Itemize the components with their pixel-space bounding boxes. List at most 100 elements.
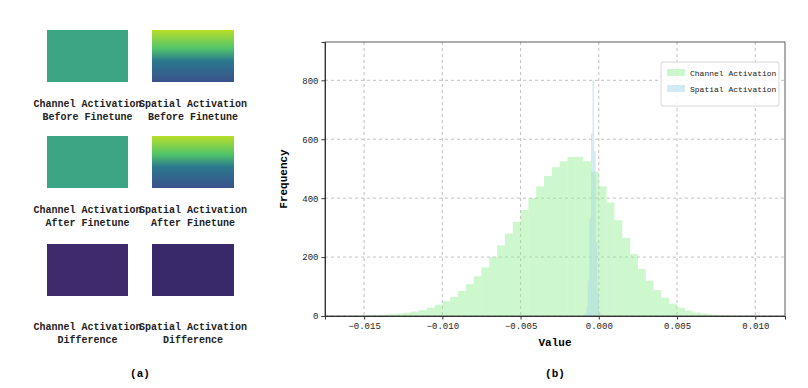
tick-mark [322,257,326,258]
image-tile [47,136,128,188]
histogram-bar [588,281,590,316]
histogram-bar [528,198,536,316]
histogram-bar [575,157,583,316]
tick-mark [599,316,600,320]
image-caption: After Finetune [45,218,129,229]
histogram-bar [599,312,601,316]
tick-mark [322,316,326,317]
histogram-bar [597,292,599,316]
image-caption: After Finetune [151,218,235,229]
legend: Channel Activation Spatial Activation [661,62,779,106]
panel-label: (a) [130,368,150,380]
histogram-bar [583,161,591,316]
image-caption: Before Finetune [42,112,132,123]
grid-line [364,42,365,316]
image-tile [152,30,234,82]
x-tick: 0.010 [742,316,769,332]
axis-line [326,317,786,320]
image-caption: Channel Activation [33,99,141,110]
x-tick: 0.000 [586,316,613,332]
histogram-bar [435,305,443,316]
x-tick: −0.005 [505,316,537,332]
histogram-bar [403,313,411,316]
histogram-bar [521,210,529,316]
image-tile [152,244,234,296]
legend-swatch [667,69,685,76]
tick-label: 0.000 [586,322,613,332]
legend-label: Channel Activation [690,69,777,78]
histogram-bar [614,220,622,316]
histogram-bar [661,298,669,316]
histogram-bar [654,290,662,316]
image-caption: Spatial Activation [139,99,247,110]
histogram-bar [685,311,693,316]
histogram-bar [669,304,677,316]
histogram-bar [677,308,685,316]
histogram-bar [544,176,552,316]
tick-mark [755,316,756,320]
tick-label: 0.010 [742,322,769,332]
tick-label: 200 [302,253,318,263]
tick-label: 0.005 [664,322,691,332]
x-axis-title: Value [538,337,571,349]
histogram-bar [552,167,560,316]
histogram-bar [481,267,489,316]
histogram-series [585,80,602,316]
image-caption: Spatial Activation [139,205,247,216]
image-tile [47,244,128,296]
image-caption: Channel Activation [33,322,141,333]
histogram-bar [594,151,596,316]
image-caption: Channel Activation [33,205,141,216]
image-tile [152,136,234,188]
image-caption: Spatial Activation [139,322,247,333]
histogram-bar [505,234,513,316]
tick-mark [442,316,443,320]
image-caption: Before Finetune [148,112,238,123]
histogram-bar [586,307,588,316]
legend-label: Spatial Activation [690,85,777,94]
tick-label: −0.015 [348,322,380,332]
image-caption: Difference [163,335,223,346]
histogram-bar [591,133,593,316]
panel-label: (b) [545,368,565,380]
tick-label: −0.010 [427,322,459,332]
histogram-bar [497,245,505,316]
legend-swatch [667,85,685,92]
y-tick: 400 [302,195,325,205]
x-tick: −0.015 [348,316,380,332]
histogram-bar [536,186,544,316]
histogram-bar [607,203,615,316]
histogram-bar [638,269,646,316]
tick-mark [322,198,326,199]
histogram-bar [411,312,419,316]
panel-b: −0.015−0.010−0.0050.0000.0050.0100200400… [278,42,786,349]
bars [348,80,755,316]
histogram-series [348,157,755,316]
x-tick: 0.005 [664,316,691,332]
histogram-bar [450,297,458,316]
y-axis-title: Frequency [278,149,290,209]
tick-mark [322,139,326,140]
histogram-bar [630,254,638,316]
histogram-bar [489,257,497,316]
tick-label: 400 [302,195,318,205]
histogram-bar [693,312,701,316]
image-caption: Difference [57,335,117,346]
histogram-bar [599,186,607,316]
histogram-bar [442,301,450,316]
y-tick: 600 [302,136,325,146]
panel-a: Channel Activation Before Finetune Spatial… [33,30,247,346]
histogram-bar [589,219,591,316]
histogram-bar [646,281,654,316]
tick-mark [322,80,326,81]
tick-label: 800 [302,77,318,87]
image-tile [47,30,128,82]
histogram-bar [560,161,568,316]
histogram-bar [458,291,466,316]
grid-line [442,42,443,316]
tick-mark [677,316,678,320]
tick-mark [521,316,522,320]
tick-label: −0.005 [505,322,537,332]
y-axis: 0200400600800 [302,43,325,323]
grid-line [325,139,785,140]
